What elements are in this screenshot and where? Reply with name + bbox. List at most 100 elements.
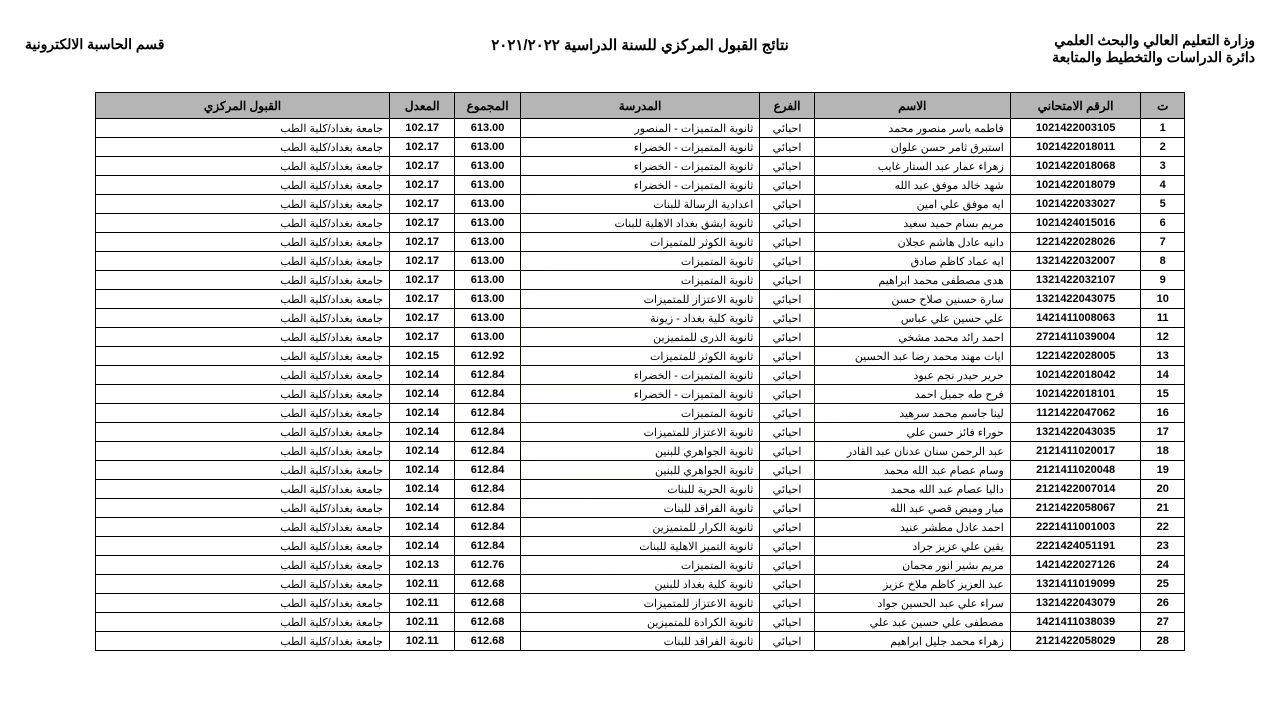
cell-total: 612.68	[455, 575, 520, 594]
cell-seq: 5	[1141, 195, 1185, 214]
cell-branch: احيائي	[760, 613, 814, 632]
cell-seq: 14	[1141, 366, 1185, 385]
cell-branch: احيائي	[760, 594, 814, 613]
cell-branch: احيائي	[760, 537, 814, 556]
cell-accept: جامعة بغداد/كلية الطب	[96, 632, 390, 651]
cell-seq: 11	[1141, 309, 1185, 328]
cell-branch: احيائي	[760, 575, 814, 594]
cell-seq: 10	[1141, 290, 1185, 309]
col-name: الاسم	[814, 93, 1010, 119]
col-total: المجموع	[455, 93, 520, 119]
cell-name: دانيه عادل هاشم عجلان	[814, 233, 1010, 252]
cell-avg: 102.17	[390, 309, 455, 328]
cell-name: حوراء فائز حسن علي	[814, 423, 1010, 442]
cell-name: زهراء عمار عبد الستار غايب	[814, 157, 1010, 176]
cell-exam: 1021422003105	[1010, 119, 1141, 138]
table-row: 171321422043035حوراء فائز حسن علياحيائيث…	[96, 423, 1185, 442]
cell-school: ثانوية المتميزات	[520, 271, 760, 290]
cell-name: ميار وميض قصي عبد الله	[814, 499, 1010, 518]
cell-exam: 1021422018068	[1010, 157, 1141, 176]
cell-exam: 2221411001003	[1010, 518, 1141, 537]
table-row: 141021422018042حرير حيدر نجم عبوداحيائيث…	[96, 366, 1185, 385]
cell-seq: 22	[1141, 518, 1185, 537]
table-row: 241421422027126مريم بشير انور مجماناحيائ…	[96, 556, 1185, 575]
table-row: 271421411038039مصطفى علي حسين عبد علياحي…	[96, 613, 1185, 632]
cell-total: 612.84	[455, 404, 520, 423]
cell-school: ثانوية الذرى للمتميزين	[520, 328, 760, 347]
cell-name: سراء علي عبد الحسين جواد	[814, 594, 1010, 613]
cell-school: ثانوية الكوثر للمتميزات	[520, 347, 760, 366]
cell-accept: جامعة بغداد/كلية الطب	[96, 499, 390, 518]
cell-total: 613.00	[455, 271, 520, 290]
cell-seq: 16	[1141, 404, 1185, 423]
cell-total: 613.00	[455, 252, 520, 271]
cell-name: يقين علي عزيز جراد	[814, 537, 1010, 556]
cell-name: احمد عادل مطشر عنيد	[814, 518, 1010, 537]
table-row: 122721411039004احمد رائد محمد مشخياحيائي…	[96, 328, 1185, 347]
cell-accept: جامعة بغداد/كلية الطب	[96, 195, 390, 214]
cell-total: 612.84	[455, 423, 520, 442]
cell-school: ثانوية كلية بغداد للبنين	[520, 575, 760, 594]
cell-seq: 26	[1141, 594, 1185, 613]
cell-name: عبد العزيز كاظم ملاخ عزيز	[814, 575, 1010, 594]
cell-accept: جامعة بغداد/كلية الطب	[96, 480, 390, 499]
cell-seq: 15	[1141, 385, 1185, 404]
cell-branch: احيائي	[760, 366, 814, 385]
cell-branch: احيائي	[760, 157, 814, 176]
cell-exam: 1321422043035	[1010, 423, 1141, 442]
header-right-block: وزارة التعليم العالي والبحث العلمي دائرة…	[1052, 32, 1255, 66]
cell-exam: 1421411008063	[1010, 309, 1141, 328]
cell-name: مريم بشير انور مجمان	[814, 556, 1010, 575]
cell-total: 612.84	[455, 385, 520, 404]
cell-name: احمد رائد محمد مشخي	[814, 328, 1010, 347]
cell-school: ثانوية المتميزات	[520, 404, 760, 423]
cell-name: فرح طه جميل احمد	[814, 385, 1010, 404]
cell-total: 612.84	[455, 442, 520, 461]
cell-exam: 1021422018079	[1010, 176, 1141, 195]
cell-total: 613.00	[455, 233, 520, 252]
cell-school: ثانوية الحرية للبنات	[520, 480, 760, 499]
cell-branch: احيائي	[760, 423, 814, 442]
cell-name: مصطفى علي حسين عبد علي	[814, 613, 1010, 632]
cell-total: 612.68	[455, 632, 520, 651]
cell-exam: 1421411038039	[1010, 613, 1141, 632]
cell-avg: 102.11	[390, 594, 455, 613]
cell-school: ثانوية الكوثر للمتميزات	[520, 233, 760, 252]
cell-seq: 13	[1141, 347, 1185, 366]
cell-school: ثانوية الاعتزاز للمتميزات	[520, 423, 760, 442]
cell-branch: احيائي	[760, 271, 814, 290]
table-row: 261321422043079سراء علي عبد الحسين جوادا…	[96, 594, 1185, 613]
col-school: المدرسة	[520, 93, 760, 119]
cell-total: 613.00	[455, 195, 520, 214]
cell-accept: جامعة بغداد/كلية الطب	[96, 176, 390, 195]
table-row: 251321411019099عبد العزيز كاظم ملاخ عزيز…	[96, 575, 1185, 594]
cell-total: 612.84	[455, 499, 520, 518]
cell-accept: جامعة بغداد/كلية الطب	[96, 518, 390, 537]
cell-exam: 1021422018101	[1010, 385, 1141, 404]
cell-name: مريم بسام حميد سعيد	[814, 214, 1010, 233]
cell-avg: 102.11	[390, 575, 455, 594]
cell-accept: جامعة بغداد/كلية الطب	[96, 556, 390, 575]
cell-accept: جامعة بغداد/كلية الطب	[96, 461, 390, 480]
cell-branch: احيائي	[760, 404, 814, 423]
cell-total: 612.84	[455, 518, 520, 537]
cell-seq: 6	[1141, 214, 1185, 233]
table-row: 202121422007014داليا عصام عبد الله محمدا…	[96, 480, 1185, 499]
cell-name: فاطمه ياسر منصور محمد	[814, 119, 1010, 138]
cell-avg: 102.11	[390, 613, 455, 632]
table-row: 11021422003105فاطمه ياسر منصور محمداحيائ…	[96, 119, 1185, 138]
table-row: 282121422058029زهراء محمد جليل ابراهيماح…	[96, 632, 1185, 651]
cell-accept: جامعة بغداد/كلية الطب	[96, 233, 390, 252]
cell-branch: احيائي	[760, 442, 814, 461]
cell-accept: جامعة بغداد/كلية الطب	[96, 613, 390, 632]
cell-school: ثانوية المتميزات	[520, 556, 760, 575]
cell-school: ثانوية المتميزات - الخضراء	[520, 385, 760, 404]
cell-name: ايه عماد كاظم صادق	[814, 252, 1010, 271]
cell-seq: 4	[1141, 176, 1185, 195]
table-row: 21021422018011استبرق ثامر حسن علواناحيائ…	[96, 138, 1185, 157]
cell-avg: 102.14	[390, 442, 455, 461]
cell-avg: 102.17	[390, 214, 455, 233]
cell-exam: 1221422028005	[1010, 347, 1141, 366]
cell-accept: جامعة بغداد/كلية الطب	[96, 575, 390, 594]
cell-seq: 17	[1141, 423, 1185, 442]
